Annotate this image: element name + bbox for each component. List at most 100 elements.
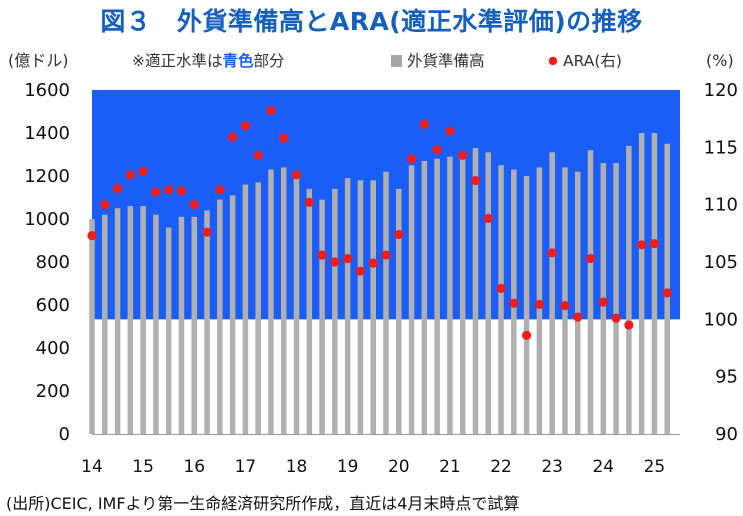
ara-point [304, 197, 314, 207]
reserve-bar [459, 154, 466, 434]
ara-point [432, 145, 442, 155]
reserve-bar [217, 199, 223, 434]
reserve-bar [357, 180, 364, 434]
reserve-bar [178, 216, 185, 434]
ara-point [598, 297, 608, 307]
ara-point [611, 313, 621, 323]
ara-points [87, 106, 672, 340]
ara-point [176, 186, 187, 196]
reserve-bar [204, 210, 210, 434]
ara-point [637, 240, 647, 250]
left-tick-label: 400 [36, 338, 70, 359]
reserve-bar [370, 180, 376, 434]
reserve-bar [562, 167, 568, 434]
reserve-bar [165, 227, 172, 434]
reserve-bar [102, 214, 108, 434]
legend-bar-swatch [391, 55, 402, 67]
reserve-bar [587, 150, 594, 434]
reserve-bar [319, 199, 325, 434]
left-tick-label: 1200 [24, 166, 70, 187]
right-tick-label: 100 [704, 309, 738, 330]
right-tick-label: 120 [704, 80, 738, 101]
ara-point [624, 320, 634, 330]
reserve-bar [498, 165, 504, 434]
reserve-bar [255, 182, 261, 434]
ara-point [189, 200, 199, 210]
ara-point [509, 298, 519, 308]
ara-point [151, 187, 161, 197]
ara-point [381, 250, 391, 260]
ara-point [202, 227, 212, 237]
ara-point [228, 132, 238, 142]
x-tick-label: 21 [439, 457, 461, 477]
ara-point [573, 312, 583, 322]
x-axis-ticks: 14 15 16 17 18 19 20 21 22 23 24 25 [81, 457, 665, 477]
ara-point [496, 283, 506, 293]
left-tick-label: 200 [36, 381, 70, 402]
ara-point [125, 170, 135, 180]
reserve-bar [485, 152, 492, 434]
x-tick-label: 20 [388, 457, 410, 477]
reserve-bar [396, 188, 402, 434]
ara-point [317, 250, 327, 260]
reserve-bar [421, 160, 428, 434]
x-tick-label: 22 [490, 457, 512, 477]
reserve-bar [280, 167, 287, 434]
reserve-bar [472, 148, 479, 435]
band-note-suffix: 部分 [254, 52, 285, 70]
left-tick-label: 1400 [24, 123, 70, 144]
x-tick-label: 24 [592, 457, 614, 477]
ara-point [445, 126, 455, 136]
ara-point [406, 154, 417, 164]
ara-point [112, 184, 123, 194]
reserve-bar [383, 171, 389, 434]
ara-point [560, 300, 570, 311]
right-axis-ticks: 90 95 100 105 110 115 120 [704, 80, 738, 445]
ara-point [394, 229, 404, 240]
ara-point [547, 248, 557, 258]
reserve-bar [574, 171, 581, 434]
band-note-blue: 青色 [223, 51, 255, 70]
right-axis-unit: (%) [706, 51, 734, 70]
reserve-bar [229, 195, 236, 434]
reserve-bar [549, 152, 555, 434]
ara-point [458, 150, 468, 160]
legend-bar-label: 外貨準備高 [407, 52, 485, 70]
x-tick-label: 14 [81, 457, 103, 477]
reserve-bar [191, 216, 198, 434]
reserve-bar [153, 214, 159, 434]
x-tick-label: 25 [644, 457, 666, 477]
ara-point [649, 239, 660, 249]
ara-point [534, 299, 544, 310]
reserve-bar [447, 156, 453, 434]
reserve-bar [114, 208, 121, 434]
left-tick-label: 1600 [24, 80, 70, 101]
reserve-bar [651, 133, 658, 434]
x-tick-label: 23 [541, 457, 563, 477]
reserve-bar [638, 133, 645, 434]
ara-point [419, 119, 429, 129]
reserve-bar [434, 158, 440, 435]
right-tick-label: 115 [704, 137, 738, 158]
x-tick-label: 19 [337, 457, 359, 477]
left-axis-ticks: 0 200 400 600 800 1000 1200 1400 1600 [24, 80, 70, 445]
reserve-bars [89, 133, 670, 435]
right-tick-label: 90 [715, 424, 738, 445]
reserve-bar [140, 206, 146, 434]
right-tick-label: 110 [704, 195, 738, 216]
reserve-bar [408, 165, 415, 434]
ara-point [330, 257, 340, 267]
ara-point [522, 330, 532, 340]
reserve-bar [293, 176, 300, 434]
ara-point [87, 231, 97, 241]
reserve-bar [344, 178, 351, 434]
ara-point [585, 253, 596, 264]
ara-point [483, 213, 493, 224]
chart-title: 図３ 外貨準備高とARA(適正水準評価)の推移 [100, 7, 643, 36]
ara-point [215, 185, 225, 195]
ara-point [368, 258, 378, 268]
band-note-prefix: ※適正水準は [132, 52, 223, 70]
reserve-bar [127, 206, 134, 434]
ara-point [164, 185, 174, 195]
